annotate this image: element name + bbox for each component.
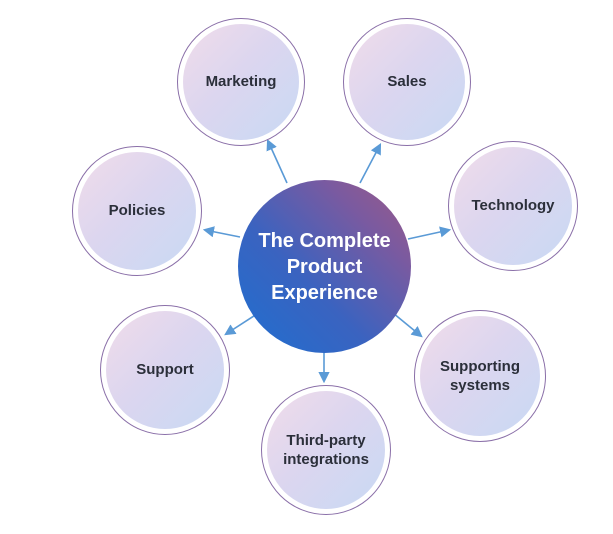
node-technology: Technology [448, 141, 578, 271]
node-supporting-systems: Supporting systems [414, 310, 546, 442]
node-marketing: Marketing [177, 18, 305, 146]
arrow-to-supporting-systems [392, 312, 423, 338]
arrow-to-technology [407, 226, 452, 240]
node-label: Technology [471, 197, 555, 215]
node-label: Policies [108, 202, 166, 220]
node-label: Support [136, 361, 194, 379]
node-label: Third-party integrations [283, 431, 369, 469]
arrow-to-marketing [266, 138, 288, 184]
hub-circle: The Complete Product Experience [238, 180, 411, 353]
node-third-party-integrations: Third-party integrations [261, 385, 391, 515]
hub-label: The Complete Product Experience [258, 229, 391, 304]
node-policies: Policies [72, 146, 202, 276]
arrow-to-sales [359, 143, 382, 184]
arrow-to-policies [202, 226, 241, 238]
node-label: Supporting systems [440, 357, 520, 395]
node-sales: Sales [343, 18, 471, 146]
node-support: Support [100, 305, 230, 435]
node-label: Marketing [205, 73, 277, 91]
node-label: Sales [387, 73, 427, 91]
